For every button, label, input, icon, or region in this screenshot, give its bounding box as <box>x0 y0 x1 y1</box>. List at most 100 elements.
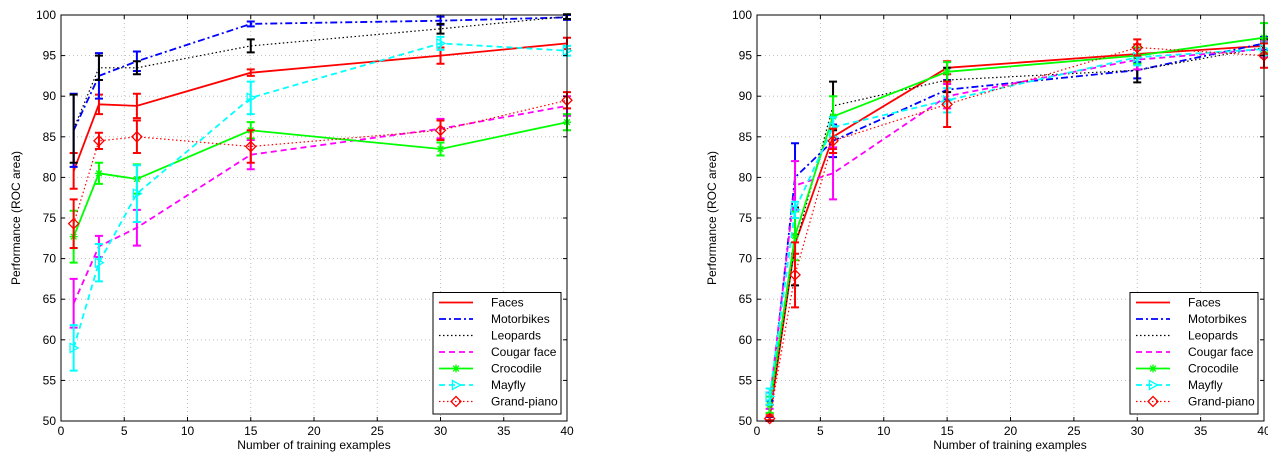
series-line <box>768 48 1265 397</box>
data-point <box>436 37 447 50</box>
y-tick-label: 60 <box>43 333 57 347</box>
data-point <box>436 144 445 153</box>
legend-label: Motorbikes <box>1188 312 1247 326</box>
y-tick-label: 80 <box>43 170 57 184</box>
legend-item: Cougar face <box>439 345 557 359</box>
data-point <box>94 169 103 178</box>
legend-label: Cougar face <box>1188 345 1254 359</box>
legend-item: Crocodile <box>439 362 542 376</box>
legend-item: Motorbikes <box>1136 312 1247 326</box>
x-tick-label: 5 <box>817 424 824 438</box>
error-bar <box>246 38 255 54</box>
y-tick-label: 100 <box>36 8 56 22</box>
error-bar <box>791 241 800 309</box>
series-line <box>73 99 568 224</box>
y-tick-label: 85 <box>739 130 753 144</box>
x-tick-label: 5 <box>121 424 128 438</box>
data-point <box>244 140 257 153</box>
series-line <box>768 36 1265 405</box>
x-axis-label: Number of training examples <box>237 438 390 452</box>
data-point <box>246 92 257 104</box>
error-bar <box>132 60 141 76</box>
right-chart: 0 5 10 15 20 25 30 35 40 50 55 60 65 70 75 80 85 90 95 100 N… <box>705 8 1268 452</box>
legend-item: Mayfly <box>439 378 526 392</box>
legend-label: Crocodile <box>491 362 542 376</box>
legend-label: Faces <box>491 296 524 310</box>
data-point <box>765 391 776 403</box>
x-tick-label: 0 <box>58 424 65 438</box>
grid <box>757 15 1264 421</box>
data-point <box>93 134 105 147</box>
x-tick-label: 10 <box>181 424 195 438</box>
error-bar <box>94 242 103 283</box>
y-tick-label: 65 <box>739 292 753 306</box>
error-bar <box>69 93 78 164</box>
x-tick-label: 20 <box>1004 424 1018 438</box>
series-line <box>768 48 1265 401</box>
data-point <box>827 134 839 147</box>
series-leopards <box>69 13 571 164</box>
x-tick-label: 20 <box>307 424 321 438</box>
y-tick-label: 50 <box>43 414 57 428</box>
x-tick-label: 30 <box>434 424 448 438</box>
x-tick-label: 15 <box>244 424 258 438</box>
data-point <box>67 217 80 230</box>
y-tick-label: 95 <box>43 49 57 63</box>
y-tick-label: 60 <box>739 333 753 347</box>
y-tick-label: 95 <box>739 49 753 63</box>
y-tick-label: 55 <box>739 373 753 387</box>
x-tick-label: 40 <box>1257 424 1268 438</box>
legend-label: Grand-piano <box>1188 395 1255 409</box>
x-tick-label: 25 <box>1067 424 1081 438</box>
y-tick-label: 50 <box>739 414 753 428</box>
legend-marker <box>451 379 462 391</box>
legend-marker <box>452 364 460 373</box>
legend-label: Mayfly <box>491 378 526 392</box>
legend-item: Faces <box>439 296 524 310</box>
y-axis-label: Performance (ROC area) <box>705 151 719 285</box>
legend-item: Grand-piano <box>439 395 558 409</box>
legend-box <box>1129 292 1259 415</box>
legend-label: Grand-piano <box>491 395 558 409</box>
y-tick-label: 65 <box>43 292 57 306</box>
series-line <box>72 16 568 131</box>
error-bar <box>246 129 255 164</box>
y-tick-label: 55 <box>43 373 57 387</box>
grid <box>61 15 567 421</box>
series-grand-piano <box>67 91 573 250</box>
error-bar <box>94 54 103 81</box>
legend: Faces Motorbikes Leopards Cougar face Crocod… <box>1129 292 1259 415</box>
legend-marker <box>450 395 462 408</box>
legend: Faces Motorbikes Leopards Cougar face Crocod… <box>432 292 562 415</box>
error-bar <box>436 22 445 35</box>
y-tick-label: 75 <box>43 211 57 225</box>
data-point <box>94 257 105 269</box>
legend-marker <box>1148 379 1159 391</box>
legend-label: Crocodile <box>1188 362 1239 376</box>
x-tick-label: 25 <box>371 424 385 438</box>
data-point <box>1131 41 1144 54</box>
data-point <box>130 130 143 143</box>
y-tick-label: 70 <box>739 252 753 266</box>
error-bar <box>246 80 255 116</box>
y-tick-label: 75 <box>739 211 753 225</box>
y-tick-label: 85 <box>43 130 57 144</box>
legend-item: Mayfly <box>1136 378 1223 392</box>
series-line <box>72 121 568 238</box>
x-tick-label: 15 <box>940 424 954 438</box>
legend-marker <box>1147 395 1159 408</box>
data-point <box>69 342 80 354</box>
data-point <box>941 98 954 111</box>
error-bar <box>132 164 141 224</box>
series-line <box>72 42 568 349</box>
y-tick-label: 90 <box>43 89 57 103</box>
data-point <box>790 204 801 216</box>
data-point <box>763 412 776 425</box>
data-point <box>791 231 800 240</box>
legend-label: Motorbikes <box>491 312 550 326</box>
legend-label: Leopards <box>1188 329 1238 343</box>
legend-item: Faces <box>1136 296 1221 310</box>
series-mayfly <box>69 35 573 372</box>
x-tick-label: 35 <box>497 424 511 438</box>
